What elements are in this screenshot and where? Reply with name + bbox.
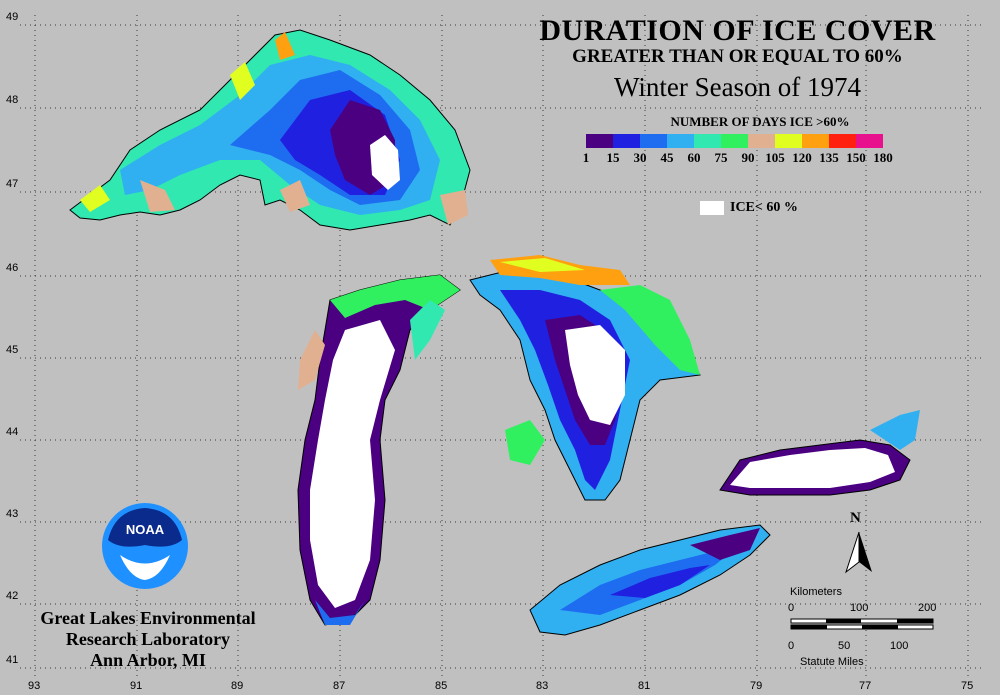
longitude-label-85: 85 [435,680,448,692]
scale-mi-tick-0: 0 [788,640,795,652]
scale-km-label: Kilometers [790,586,842,598]
org-line1: Great Lakes Environmental [40,608,256,628]
org-line3: Ann Arbor, MI [90,650,206,670]
latitude-label-44: 44 [6,426,19,438]
map-subtitle: GREATER THAN OR EQUAL TO 60% [572,46,903,67]
ice-legend: ICE< 60 % [700,200,798,216]
lake-erie [529,524,771,636]
legend-swatch-3 [667,134,694,148]
lake-huron [469,255,701,501]
scale-mi-tick-1: 50 [838,640,851,652]
scale-km-tick-0: 0 [788,602,795,614]
legend-label-6: 90 [741,150,755,165]
legend-label-0: 1 [582,150,590,165]
legend-label-10: 150 [846,150,866,165]
latitude-label-41: 41 [6,654,19,666]
scale-km-tick-2: 200 [918,602,937,614]
latitude-label-47: 47 [6,178,19,190]
logo-text: NOAA [126,522,165,537]
legend-swatch-4 [694,134,721,148]
legend-color-bar [586,134,883,148]
lake-ontario [719,410,920,496]
longitude-label-79: 79 [750,680,763,692]
legend-label-11: 180 [873,150,893,165]
latitude-label-49: 49 [6,11,19,23]
longitude-label-81: 81 [638,680,651,692]
legend-label-5: 75 [714,150,728,165]
latitude-label-46: 46 [6,262,19,274]
logo-gull [120,555,170,580]
legend-label-1: 15 [606,150,620,165]
longitude-label-89: 89 [231,680,244,692]
legend-label-3: 45 [660,150,674,165]
longitude-label-77: 77 [859,680,872,692]
latitude-label-45: 45 [6,344,19,356]
scale-mi-label: Statute Miles [800,656,864,668]
latitude-label-43: 43 [6,508,19,520]
legend-label-2: 30 [633,150,647,165]
legend-swatch-6 [748,134,775,148]
map-title: DURATION OF ICE COVER [539,14,936,47]
lake-michigan [297,274,461,626]
ice-label: ICE< 60 % [730,200,798,215]
scale-bar [790,618,934,630]
scale-mi-tick-2: 100 [890,640,909,652]
organization-block: Great Lakes Environmental Research Labor… [18,608,278,671]
lake-superior [69,29,471,231]
legend-swatch-7 [775,134,802,148]
longitude-label-91: 91 [130,680,143,692]
legend-swatch-2 [640,134,667,148]
legend-label-4: 60 [687,150,701,165]
legend-swatch-9 [829,134,856,148]
legend-label-8: 120 [792,150,812,165]
legend-swatch-1 [613,134,640,148]
legend-title: NUMBER OF DAYS ICE >60% [670,114,850,129]
longitude-label-75: 75 [961,680,974,692]
longitude-label-87: 87 [333,680,346,692]
noaa-logo: NOAA [102,503,188,589]
legend-swatch-5 [721,134,748,148]
scale-km-tick-1: 100 [850,602,869,614]
north-label: N [850,510,861,526]
logo-top [108,508,182,547]
north-arrow-icon [845,531,872,574]
legend-swatch-8 [802,134,829,148]
org-line2: Research Laboratory [65,629,231,649]
longitude-label-83: 83 [536,680,549,692]
legend-label-9: 135 [819,150,839,165]
legend-swatch-0 [586,134,613,148]
longitude-label-93: 93 [28,680,41,692]
legend-labels: 1 15 30 45 60 75 90 105 120 135 150 180 [582,150,936,166]
latitude-label-48: 48 [6,94,19,106]
legend-label-7: 105 [765,150,785,165]
ice-swatch [700,201,724,215]
latitude-label-42: 42 [6,590,19,602]
map-season: Winter Season of 1974 [613,72,862,102]
legend-swatch-10 [856,134,883,148]
